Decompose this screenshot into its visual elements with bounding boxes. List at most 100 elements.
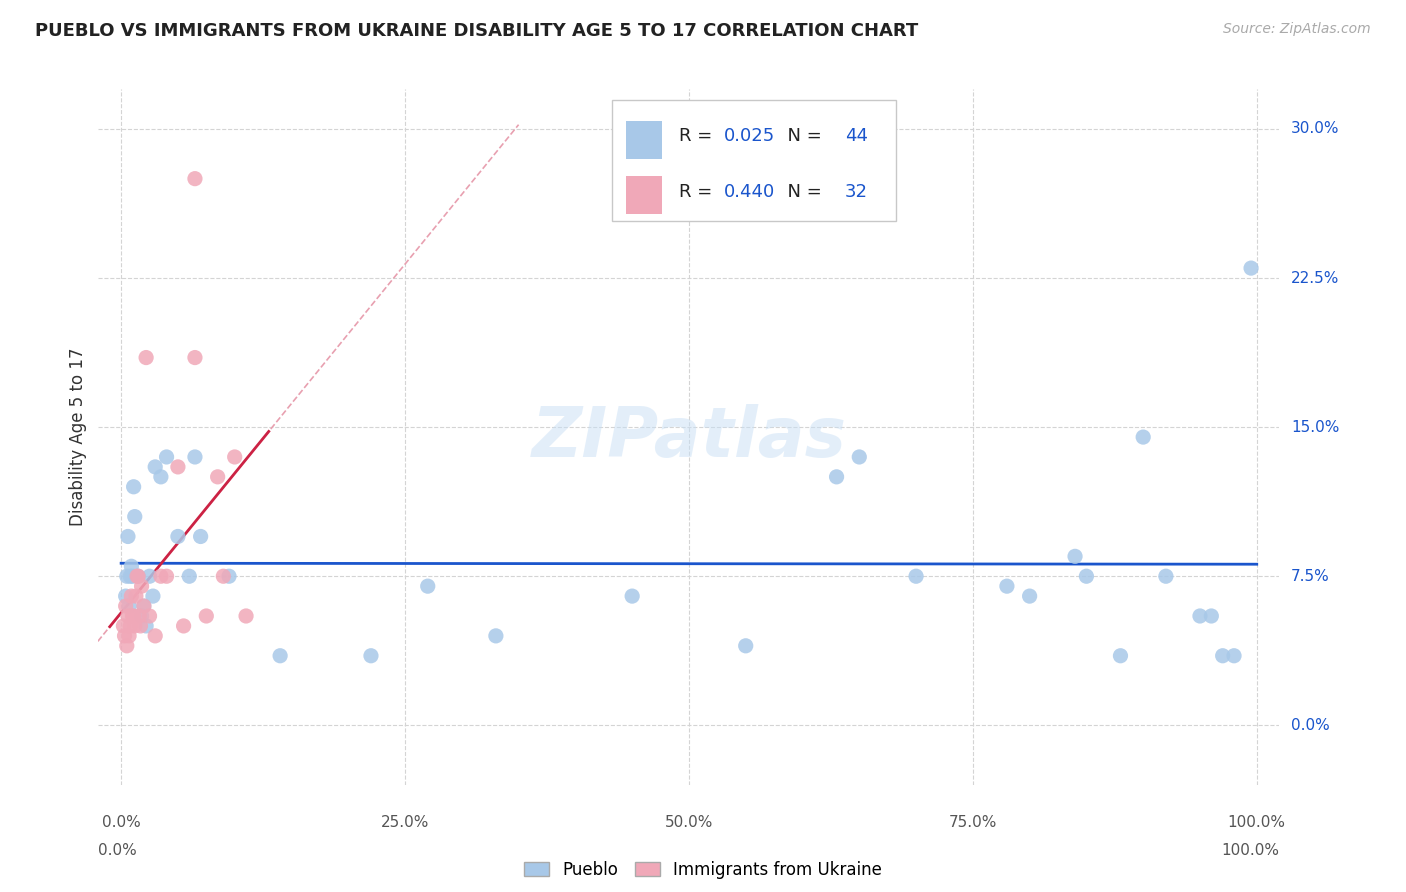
Point (124, 509, 146, 524)
Point (195, 609, 218, 624)
Point (1064, 549, 1087, 564)
Point (129, 619, 152, 633)
Point (120, 559, 142, 574)
Point (212, 569, 235, 583)
Point (118, 599, 141, 613)
Point (207, 470, 229, 484)
Point (235, 609, 257, 624)
Text: 0.0%: 0.0% (101, 814, 141, 830)
Point (485, 629, 508, 643)
Point (131, 609, 153, 624)
Point (114, 599, 136, 613)
Point (218, 569, 240, 583)
Point (167, 459, 190, 474)
Point (117, 529, 139, 543)
Point (190, 529, 212, 543)
Text: R =: R = (679, 127, 718, 145)
Point (114, 629, 136, 643)
Point (905, 569, 928, 583)
Text: 100.0%: 100.0% (1222, 843, 1279, 858)
Point (360, 648, 382, 663)
Point (138, 569, 160, 583)
Point (118, 629, 141, 643)
Text: 0.440: 0.440 (724, 183, 776, 202)
Point (269, 648, 291, 663)
Point (128, 609, 150, 624)
Point (135, 619, 157, 633)
Point (132, 599, 155, 613)
Point (224, 450, 246, 464)
Bar (626, 120, 662, 159)
Text: 0.0%: 0.0% (98, 843, 138, 858)
Text: 25.0%: 25.0% (381, 814, 429, 830)
Text: 15.0%: 15.0% (1291, 419, 1339, 434)
Point (173, 619, 195, 633)
Point (124, 619, 146, 633)
Point (734, 639, 756, 653)
Point (142, 589, 165, 603)
Text: Source: ZipAtlas.com: Source: ZipAtlas.com (1223, 22, 1371, 37)
Point (149, 569, 172, 583)
Point (112, 619, 135, 633)
Point (121, 609, 143, 624)
Bar (626, 177, 662, 214)
Point (115, 639, 138, 653)
Point (1132, 430, 1154, 444)
Point (120, 569, 142, 583)
FancyBboxPatch shape (612, 100, 896, 221)
Point (848, 450, 870, 464)
Point (1201, 609, 1223, 624)
Point (155, 569, 177, 583)
Point (135, 351, 157, 365)
Point (1212, 648, 1234, 663)
Point (1188, 609, 1211, 624)
Point (114, 589, 136, 603)
Text: 0.025: 0.025 (724, 127, 776, 145)
Point (122, 480, 145, 494)
Point (1076, 569, 1098, 583)
Text: ZIPatlas: ZIPatlas (531, 403, 846, 471)
Text: 32: 32 (845, 183, 868, 202)
Point (1109, 648, 1132, 663)
Point (120, 619, 142, 633)
Point (179, 569, 201, 583)
Point (127, 569, 149, 583)
Text: 75.0%: 75.0% (949, 814, 997, 830)
Text: N =: N = (776, 183, 828, 202)
Point (117, 609, 139, 624)
Text: PUEBLO VS IMMIGRANTS FROM UKRAINE DISABILITY AGE 5 TO 17 CORRELATION CHART: PUEBLO VS IMMIGRANTS FROM UKRAINE DISABI… (35, 22, 918, 40)
Point (125, 569, 148, 583)
Text: 44: 44 (845, 127, 868, 145)
Point (1240, 261, 1263, 276)
Text: 50.0%: 50.0% (665, 814, 713, 830)
Point (120, 589, 142, 603)
Point (143, 629, 166, 643)
Text: 22.5%: 22.5% (1291, 270, 1339, 285)
Text: 0.0%: 0.0% (1291, 718, 1330, 733)
Point (155, 450, 177, 464)
Point (115, 569, 138, 583)
Legend: Pueblo, Immigrants from Ukraine: Pueblo, Immigrants from Ukraine (519, 855, 887, 884)
Point (416, 579, 439, 593)
Point (131, 579, 153, 593)
Point (121, 569, 143, 583)
Point (125, 589, 148, 603)
Point (825, 470, 848, 484)
Point (149, 470, 172, 484)
Point (1154, 569, 1177, 583)
Point (132, 599, 155, 613)
Text: R =: R = (679, 183, 718, 202)
Text: 100.0%: 100.0% (1227, 814, 1285, 830)
Text: 7.5%: 7.5% (1291, 569, 1330, 583)
Point (143, 459, 166, 474)
Point (1223, 648, 1246, 663)
Point (167, 529, 190, 543)
Point (138, 609, 160, 624)
Point (184, 171, 207, 186)
Text: 30.0%: 30.0% (1291, 121, 1340, 136)
Point (184, 351, 207, 365)
Point (995, 579, 1018, 593)
Point (621, 589, 644, 603)
Text: N =: N = (776, 127, 828, 145)
Y-axis label: Disability Age 5 to 17: Disability Age 5 to 17 (69, 348, 87, 526)
